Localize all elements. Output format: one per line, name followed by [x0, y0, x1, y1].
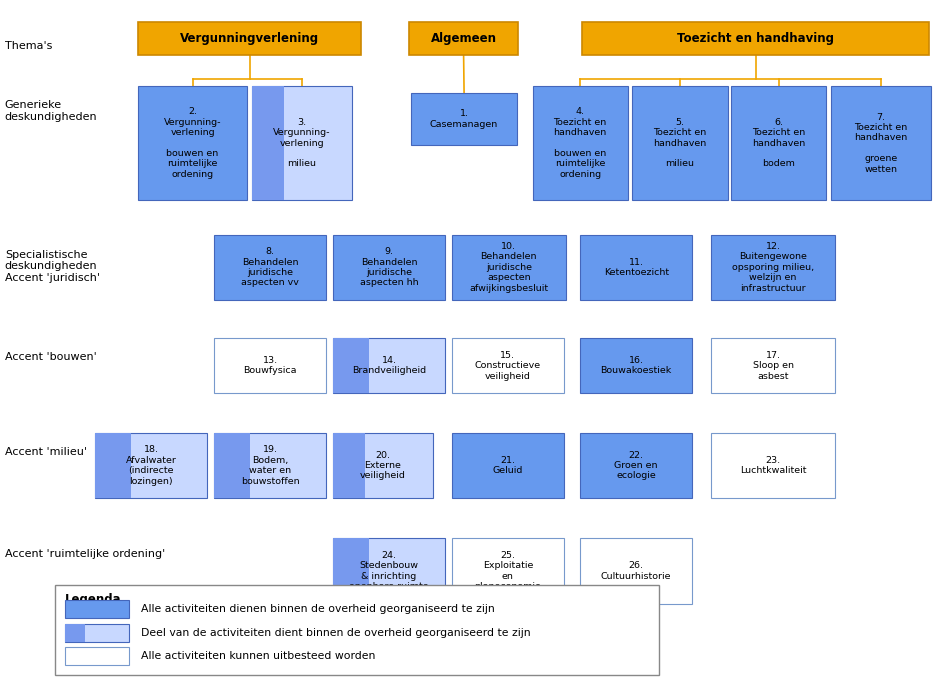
Text: Alle activiteiten kunnen uitbesteed worden: Alle activiteiten kunnen uitbesteed word… — [141, 651, 375, 661]
Text: 21.
Geluid: 21. Geluid — [493, 455, 523, 475]
FancyBboxPatch shape — [55, 585, 659, 675]
Text: Deel van de activiteiten dient binnen de overheid georganiseerd te zijn: Deel van de activiteiten dient binnen de… — [141, 628, 531, 638]
Text: 15.
Constructieve
veiligheid: 15. Constructieve veiligheid — [475, 351, 541, 381]
FancyBboxPatch shape — [333, 338, 369, 393]
FancyBboxPatch shape — [138, 86, 247, 200]
Text: 11.
Ketentoezicht: 11. Ketentoezicht — [604, 257, 669, 277]
FancyBboxPatch shape — [252, 86, 352, 200]
Text: Legenda: Legenda — [65, 593, 122, 607]
FancyBboxPatch shape — [214, 433, 326, 498]
FancyBboxPatch shape — [409, 22, 518, 55]
FancyBboxPatch shape — [252, 86, 284, 200]
FancyBboxPatch shape — [65, 600, 129, 618]
FancyBboxPatch shape — [711, 433, 835, 498]
FancyBboxPatch shape — [452, 538, 564, 604]
FancyBboxPatch shape — [580, 338, 692, 393]
Text: Accent 'ruimtelijke ordening': Accent 'ruimtelijke ordening' — [5, 549, 165, 558]
Text: 4.
Toezicht en
handhaven

bouwen en
ruimtelijke
ordening: 4. Toezicht en handhaven bouwen en ruimt… — [553, 108, 607, 179]
FancyBboxPatch shape — [95, 433, 131, 498]
FancyBboxPatch shape — [95, 433, 207, 498]
FancyBboxPatch shape — [65, 647, 129, 665]
Text: 9.
Behandelen
juridische
aspecten hh: 9. Behandelen juridische aspecten hh — [359, 247, 418, 288]
FancyBboxPatch shape — [214, 235, 326, 300]
Text: 5.
Toezicht en
handhaven

milieu: 5. Toezicht en handhaven milieu — [653, 118, 707, 168]
FancyBboxPatch shape — [65, 624, 129, 642]
FancyBboxPatch shape — [533, 86, 628, 200]
FancyBboxPatch shape — [333, 538, 445, 604]
FancyBboxPatch shape — [333, 235, 445, 300]
Text: 20.
Externe
veiligheid: 20. Externe veiligheid — [359, 451, 406, 480]
Text: Algemeen: Algemeen — [431, 32, 496, 45]
Text: 8.
Behandelen
juridische
aspecten vv: 8. Behandelen juridische aspecten vv — [242, 247, 299, 288]
FancyBboxPatch shape — [831, 86, 931, 200]
FancyBboxPatch shape — [582, 22, 929, 55]
FancyBboxPatch shape — [580, 538, 692, 604]
FancyBboxPatch shape — [411, 93, 517, 145]
Text: Accent 'bouwen': Accent 'bouwen' — [5, 352, 96, 362]
FancyBboxPatch shape — [333, 338, 445, 393]
Text: 18.
Afvalwater
(indirecte
lozingen): 18. Afvalwater (indirecte lozingen) — [126, 445, 177, 486]
FancyBboxPatch shape — [731, 86, 826, 200]
Text: 26.
Cultuurhistorie: 26. Cultuurhistorie — [601, 561, 671, 581]
FancyBboxPatch shape — [138, 22, 361, 55]
Text: Generieke
deskundigheden: Generieke deskundigheden — [5, 100, 97, 121]
FancyBboxPatch shape — [214, 433, 250, 498]
FancyBboxPatch shape — [632, 86, 728, 200]
Text: Specialistische
deskundigheden
Accent 'juridisch': Specialistische deskundigheden Accent 'j… — [5, 250, 100, 283]
Text: 23.
Luchtkwaliteit: 23. Luchtkwaliteit — [740, 455, 806, 475]
Text: 10.
Behandelen
juridische
aspecten
afwijkingsbesluit: 10. Behandelen juridische aspecten afwij… — [469, 242, 549, 293]
Text: 6.
Toezicht en
handhaven

bodem: 6. Toezicht en handhaven bodem — [752, 118, 805, 168]
Text: 7.
Toezicht en
handhaven

groene
wetten: 7. Toezicht en handhaven groene wetten — [855, 112, 907, 174]
FancyBboxPatch shape — [580, 235, 692, 300]
FancyBboxPatch shape — [333, 433, 433, 498]
FancyBboxPatch shape — [333, 433, 365, 498]
Text: 19.
Bodem,
water en
bouwstoffen: 19. Bodem, water en bouwstoffen — [241, 445, 300, 486]
FancyBboxPatch shape — [580, 433, 692, 498]
FancyBboxPatch shape — [333, 538, 369, 604]
FancyBboxPatch shape — [711, 338, 835, 393]
Text: Toezicht en handhaving: Toezicht en handhaving — [677, 32, 834, 45]
Text: Accent 'milieu': Accent 'milieu' — [5, 447, 87, 457]
FancyBboxPatch shape — [214, 338, 326, 393]
Text: Thema's: Thema's — [5, 41, 52, 51]
Text: 25.
Exploitatie
en
planeconomie: 25. Exploitatie en planeconomie — [475, 551, 541, 591]
Text: 13.
Bouwfysica: 13. Bouwfysica — [243, 356, 297, 375]
FancyBboxPatch shape — [452, 235, 566, 300]
Text: 22.
Groen en
ecologie: 22. Groen en ecologie — [614, 451, 658, 480]
Text: 3.
Vergunning-
verlening

milieu: 3. Vergunning- verlening milieu — [273, 118, 331, 168]
FancyBboxPatch shape — [452, 433, 564, 498]
Text: Vergunningverlening: Vergunningverlening — [180, 32, 320, 45]
Text: Alle activiteiten dienen binnen de overheid georganiseerd te zijn: Alle activiteiten dienen binnen de overh… — [141, 604, 495, 614]
Text: 24.
Stedenbouw
& inrichting
openbare ruimte: 24. Stedenbouw & inrichting openbare rui… — [349, 551, 429, 591]
Text: 14.
Brandveiligheid: 14. Brandveiligheid — [352, 356, 426, 375]
FancyBboxPatch shape — [711, 235, 835, 300]
FancyBboxPatch shape — [452, 338, 564, 393]
Text: 17.
Sloop en
asbest: 17. Sloop en asbest — [752, 351, 794, 381]
Text: 2.
Vergunning-
verlening

bouwen en
ruimtelijke
ordening: 2. Vergunning- verlening bouwen en ruimt… — [164, 108, 222, 179]
Text: 12.
Buitengewone
opsporing milieu,
welzijn en
infrastructuur: 12. Buitengewone opsporing milieu, welzi… — [732, 242, 814, 293]
Text: 16.
Bouwakoestiek: 16. Bouwakoestiek — [601, 356, 671, 375]
FancyBboxPatch shape — [65, 624, 86, 642]
Text: 1.
Casemanagen: 1. Casemanagen — [430, 109, 498, 129]
